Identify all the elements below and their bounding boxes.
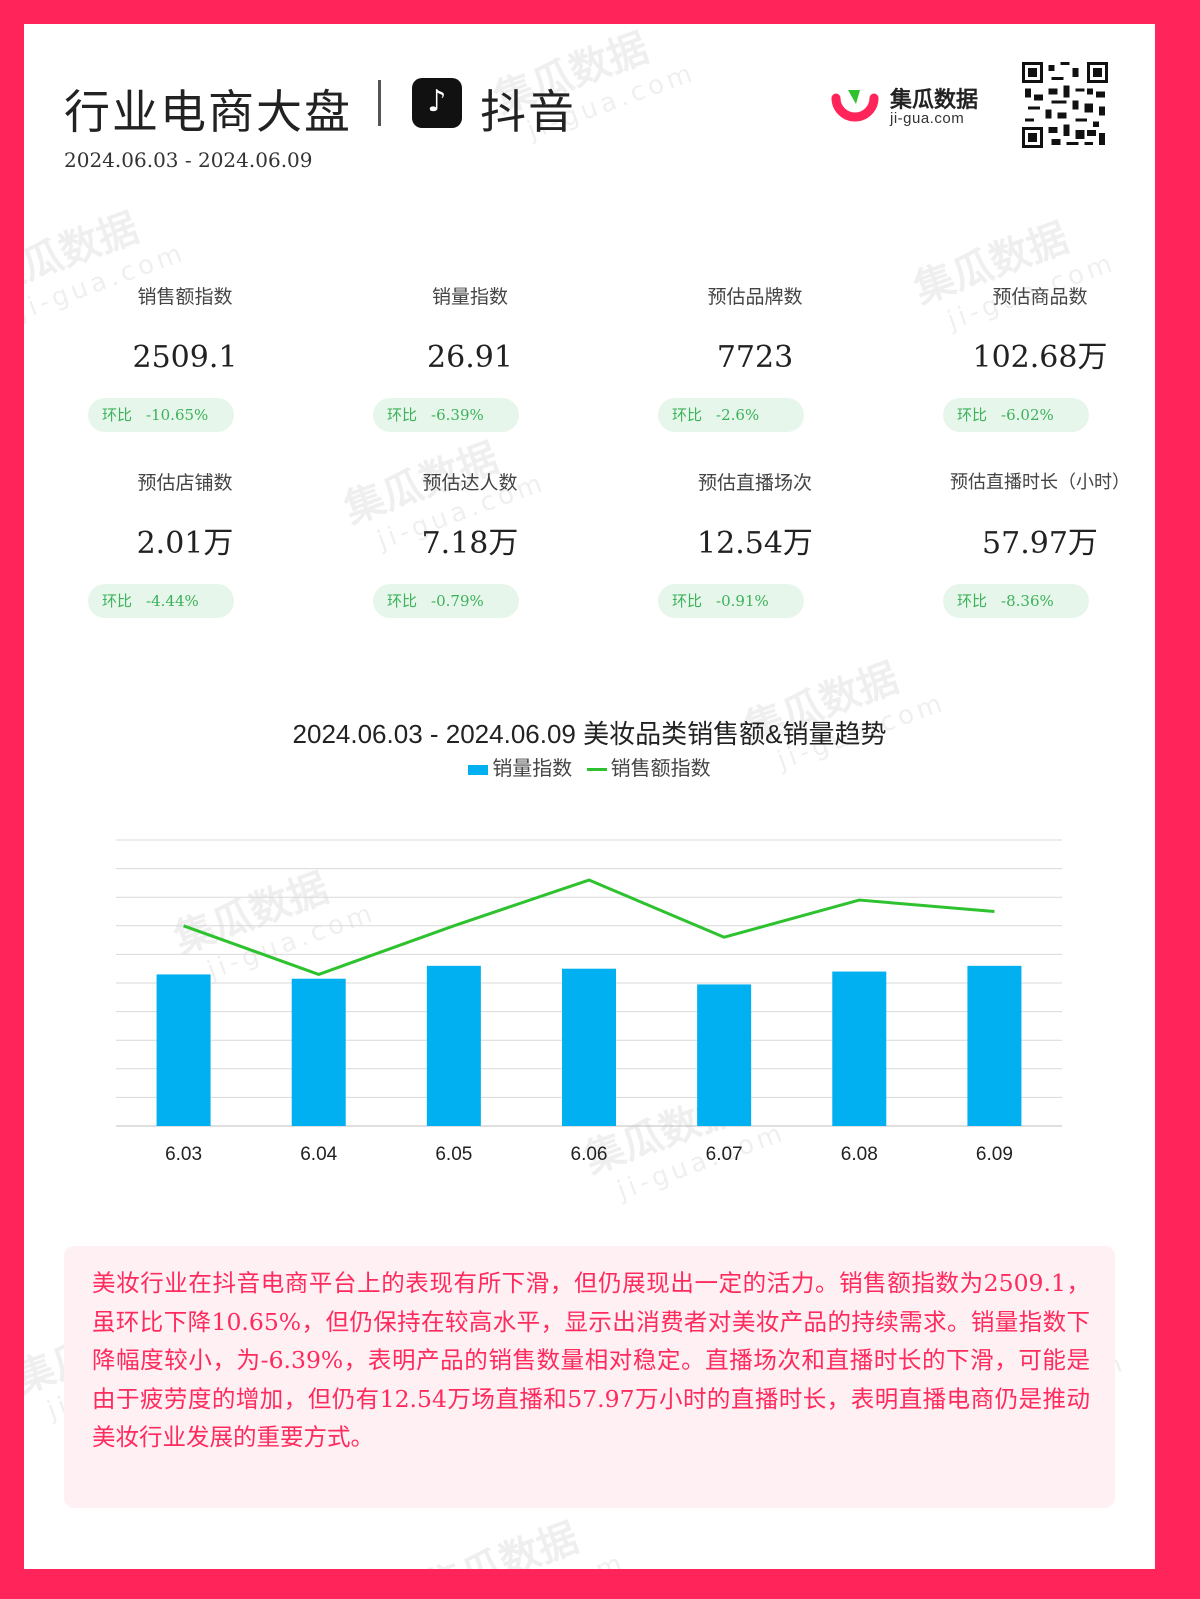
bar-6.03	[156, 974, 211, 1126]
legend-item-volume: 销量指数	[468, 752, 572, 781]
trend-chart: 6.03 6.04 6.05 6.06 6.07 6.08 6.09	[116, 839, 1062, 1165]
x-tick-label: 6.08	[841, 1144, 878, 1165]
metric-value: 7.18万	[421, 526, 519, 561]
page-title: 行业电商大盘	[64, 85, 352, 139]
metric-value: 102.68万	[972, 340, 1108, 375]
bar-6.09	[967, 965, 1022, 1126]
metric-label: 销售额指数	[137, 286, 233, 308]
metric-label: 预估直播场次	[697, 472, 812, 494]
metric-change-badge: 环比 -8.36%	[943, 584, 1089, 618]
bar-6.05	[426, 965, 481, 1126]
metric-change-badge: 环比 -0.79%	[373, 584, 519, 618]
bar-6.06	[562, 968, 616, 1126]
date-range: 2024.06.03 - 2024.06.09	[64, 148, 313, 172]
metric-change-badge: 环比 -6.39%	[373, 398, 519, 432]
bar-6.08	[832, 971, 887, 1126]
x-tick-label: 6.09	[976, 1144, 1013, 1165]
metric-change-badge: 环比 -0.91%	[658, 584, 804, 618]
legend-swatch-bar	[468, 764, 489, 775]
metric-influencer-count: 预估达人数 7.18万 环比 -0.79%	[340, 470, 600, 618]
chart-legend: 销量指数 销售额指数	[24, 752, 1155, 781]
metric-label: 预估品牌数	[707, 286, 803, 308]
metric-value: 12.54万	[697, 526, 813, 561]
brand-logo-icon	[831, 90, 879, 122]
metric-value: 2.01万	[136, 526, 234, 561]
metric-change-badge: 环比 -10.65%	[88, 398, 234, 432]
brand-domain: ji-gua.com	[890, 110, 965, 127]
chart-title: 2024.06.03 - 2024.06.09 美妆品类销售额&销量趋势	[292, 719, 887, 749]
metric-product-count: 预估商品数 102.68万 环比 -6.02%	[910, 284, 1155, 432]
metric-value: 57.97万	[982, 526, 1098, 561]
metric-live-sessions: 预估直播场次 12.54万 环比 -0.91%	[625, 470, 885, 618]
title-divider	[378, 80, 381, 126]
x-tick-label: 6.05	[435, 1144, 472, 1165]
metric-live-hours: 预估直播时长（小时） 57.97万 环比 -8.36%	[910, 470, 1155, 618]
metric-label: 销量指数	[431, 286, 508, 308]
metric-value: 7723	[716, 340, 794, 375]
legend-item-sales: 销售额指数	[586, 752, 711, 781]
x-tick-label: 6.03	[165, 1144, 202, 1165]
bar-6.04	[291, 978, 346, 1126]
metric-label: 预估直播时长（小时）	[950, 472, 1130, 493]
metric-value: 26.91	[427, 340, 513, 375]
qr-code-icon	[1022, 62, 1108, 148]
brand-name: 集瓜数据	[890, 88, 979, 113]
metric-change-badge: 环比 -2.6%	[658, 398, 804, 432]
metric-shop-count: 预估店铺数 2.01万 环比 -4.44%	[55, 470, 315, 618]
sales-index-line	[183, 878, 995, 976]
metric-label: 预估店铺数	[137, 472, 233, 494]
metric-change-badge: 环比 -6.02%	[943, 398, 1089, 432]
metric-change-badge: 环比 -4.44%	[88, 584, 234, 618]
metric-brand-count: 预估品牌数 7723 环比 -2.6%	[625, 284, 885, 432]
x-tick-label: 6.07	[706, 1144, 743, 1165]
metric-label: 预估达人数	[422, 472, 518, 494]
summary-text: 美妆行业在抖音电商平台上的表现有所下滑，但仍展现出一定的活力。销售额指数为250…	[92, 1269, 1090, 1451]
x-tick-label: 6.06	[571, 1144, 608, 1165]
bar-6.07	[697, 984, 752, 1126]
platform-name: 抖音	[480, 85, 576, 139]
legend-swatch-line	[586, 768, 607, 771]
metric-volume-index: 销量指数 26.91 环比 -6.39%	[340, 284, 600, 432]
metric-sales-index: 销售额指数 2509.1 环比 -10.65%	[55, 284, 315, 432]
report-card: 集瓜数据 ji-gua.com 集瓜数据 ji-gua.com 集瓜数据 ji-gua…	[24, 24, 1155, 1569]
summary-box: 美妆行业在抖音电商平台上的表现有所下滑，但仍展现出一定的活力。销售额指数为250…	[64, 1246, 1115, 1508]
metric-value: 2509.1	[132, 340, 238, 375]
tiktok-icon: ♪	[412, 78, 462, 128]
metric-label: 预估商品数	[992, 286, 1088, 308]
x-tick-label: 6.04	[300, 1144, 337, 1165]
